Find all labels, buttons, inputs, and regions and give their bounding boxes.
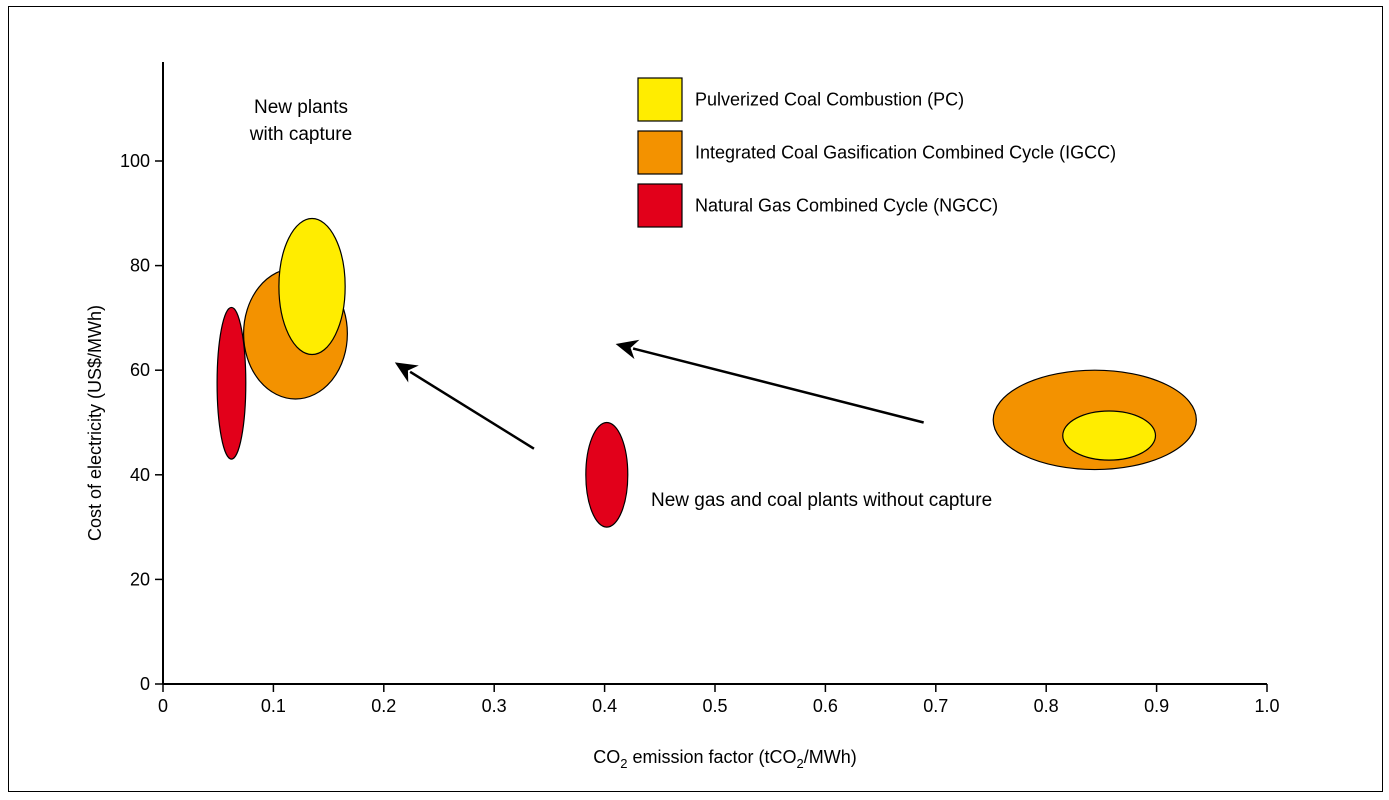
legend-swatch (637, 183, 683, 228)
y-tick-label: 60 (130, 360, 150, 380)
arrow-head (615, 339, 640, 360)
x-tick-label: 0.5 (702, 696, 727, 716)
arrows-layer (394, 339, 924, 450)
labels-layer: Cost of electricity (US$/MWh) CO2 emissi… (85, 305, 857, 771)
ticks-layer: 0 0.1 0.2 0.3 0.4 0.5 0.6 0.7 0.8 0.9 1.0 0 20 40 60 80… (120, 151, 1280, 716)
y-tick-label: 20 (130, 569, 150, 589)
x-tick-label: 0.8 (1034, 696, 1059, 716)
x-tick-label: 0.9 (1144, 696, 1169, 716)
annotation-text: New plants with capture (249, 97, 352, 145)
legend-swatch (637, 77, 683, 122)
legend-label: Integrated Coal Gasification Combined Cy… (695, 143, 1116, 163)
arrow-head (394, 362, 419, 383)
range-ellipse (278, 217, 346, 356)
legend-swatch (637, 130, 683, 175)
annotation-text: New gas and coal plants without capture (651, 490, 992, 511)
ranges-layer (216, 217, 1197, 528)
arrow-shaft (632, 347, 924, 424)
legend: Pulverized Coal Combustion (PC) Integrate… (637, 77, 1116, 228)
y-tick-label: 40 (130, 465, 150, 485)
x-tick-label: 0.7 (923, 696, 948, 716)
range-ellipse (1062, 410, 1157, 461)
x-tick-label: 1.0 (1254, 696, 1279, 716)
legend-label: Natural Gas Combined Cycle (NGCC) (695, 196, 998, 216)
arrow-shaft (409, 370, 535, 450)
chart-frame (8, 6, 1383, 792)
x-axis-label: CO2 emission factor (tCO2/MWh) (593, 747, 857, 771)
x-tick-label: 0.6 (813, 696, 838, 716)
x-tick-label: 0.2 (371, 696, 396, 716)
x-tick-label: 0.4 (592, 696, 617, 716)
x-tick-label: 0.1 (261, 696, 286, 716)
y-tick-label: 80 (130, 256, 150, 276)
x-tick-label: 0 (158, 696, 168, 716)
x-tick-label: 0.3 (482, 696, 507, 716)
range-ellipse (585, 421, 629, 528)
y-tick-label: 100 (120, 151, 150, 171)
y-tick-label: 0 (140, 674, 150, 694)
y-axis-label: Cost of electricity (US$/MWh) (85, 305, 105, 541)
annotations-layer: New plants with capture New gas and coal p… (249, 97, 992, 511)
legend-label: Pulverized Coal Combustion (PC) (695, 90, 964, 110)
range-ellipse (216, 306, 247, 460)
